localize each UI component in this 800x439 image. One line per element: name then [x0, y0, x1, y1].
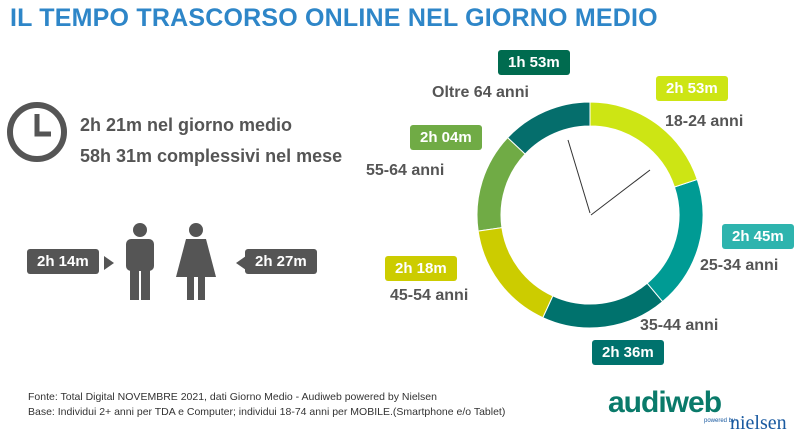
segment-category-label: 55-64 anni — [366, 162, 445, 179]
donut-segment-3 — [477, 227, 554, 319]
donut-segment-4 — [476, 136, 526, 232]
page-title: IL TEMPO TRASCORSO ONLINE NEL GIORNO MED… — [10, 4, 658, 32]
daily-time: 2h 21m nel giorno medio — [80, 115, 293, 135]
male-time-bubble: 2h 14m — [27, 249, 99, 274]
bubble-pointer — [236, 256, 246, 270]
segment-category-label: 35-44 anni — [640, 317, 719, 334]
donut-segment-2 — [542, 282, 664, 329]
nielsen-logo: nielsen — [730, 412, 787, 434]
donut-segment-0 — [589, 101, 698, 188]
footer-base: Base: Individui 2+ anni per TDA e Comput… — [28, 406, 506, 418]
segment-value-bubble: 2h 45m — [722, 224, 794, 249]
bubble-pointer — [104, 256, 114, 270]
clock-icon — [7, 102, 67, 162]
segment-category-label: 45-54 anni — [390, 287, 469, 304]
segment-value-bubble: 2h 36m — [592, 340, 664, 365]
segment-category-label: 18-24 anni — [665, 113, 744, 130]
segment-value-bubble: 2h 18m — [385, 256, 457, 281]
segment-value-bubble: 2h 04m — [410, 125, 482, 150]
segment-category-label: 25-34 anni — [700, 257, 779, 274]
clock-hand-minute — [590, 169, 651, 216]
segment-value-bubble: 2h 53m — [656, 76, 728, 101]
monthly-time: 58h 31m complessivi nel mese — [80, 146, 343, 166]
powered-by-text: powered by — [704, 418, 736, 424]
clock-hand-hour — [567, 139, 591, 214]
donut-segment-1 — [646, 178, 704, 303]
segment-category-label: Oltre 64 anni — [432, 84, 529, 101]
segment-value-bubble: 1h 53m — [498, 50, 570, 75]
donut-segment-5 — [506, 101, 591, 155]
audiweb-logo: audiweb — [608, 386, 722, 419]
female-time-bubble: 2h 27m — [245, 249, 317, 274]
woman-icon — [176, 223, 216, 300]
footer-source: Fonte: Total Digital NOVEMBRE 2021, dati… — [28, 391, 437, 403]
man-icon — [126, 223, 154, 300]
